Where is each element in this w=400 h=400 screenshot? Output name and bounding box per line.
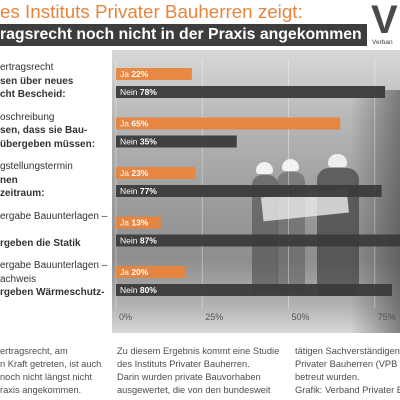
bar-label-series: Nein (120, 285, 140, 295)
question-line: cht Bescheid: (0, 89, 66, 100)
bar-label-value: 23% (131, 168, 148, 178)
bar-label: Ja 22% (120, 69, 149, 79)
bar-ja (116, 216, 161, 229)
x-tick-label: 0% (119, 312, 132, 322)
footer-text-line: des Instituts Privater Bauherren. (117, 359, 250, 369)
photo-helmet (328, 154, 347, 167)
footer-text-line: Privater Bauherren (VPB (295, 359, 398, 369)
footer-text-line: Darin wurden private Bauvorhaben (117, 372, 261, 382)
bar-label: Nein 35% (120, 137, 157, 147)
question-line: gstellungstermin (0, 161, 73, 172)
bar-label-value: 80% (140, 285, 157, 295)
bar-label-series: Ja (120, 218, 131, 228)
bar-label-value: 20% (131, 267, 148, 277)
footer-text-line: tätigen Sachverständigen (295, 346, 400, 356)
footer-text-line: ertragsrecht, am (0, 346, 68, 356)
x-tick-label: 75% (378, 312, 396, 322)
bar-label-value: 77% (140, 186, 157, 196)
question-line: rgeben Wärmeschutz- (0, 287, 105, 298)
bar-label-series: Ja (120, 267, 131, 277)
footer-text-line: noch nicht längst nicht (0, 372, 92, 382)
bar-label-series: Ja (120, 69, 131, 79)
question-label: ergabe Bauunterlagen – rgeben die Statik (0, 210, 110, 251)
bar-label: Nein 80% (120, 285, 157, 295)
question-label: ertragsrecht sen über neues cht Bescheid: (0, 61, 110, 102)
footer-text-line: Zu diesem Ergebnis kommt eine Studie (117, 346, 280, 356)
bar-chart: 0% 25% 50% 75%Ja 22%Ja 65%Ja 23%Ja 13%Ja 20… (115, 60, 400, 322)
bar-label-value: 78% (140, 87, 157, 97)
bar-label: Nein 78% (120, 87, 157, 97)
question-line: ergabe Bauunterlagen – (0, 260, 108, 271)
footer-text-line: n Kraft getreten, ist auch (0, 359, 102, 369)
bar-nein (116, 185, 382, 197)
question-column: ertragsrecht sen über neues cht Bescheid: o… (0, 0, 112, 340)
bar-ja (116, 266, 185, 278)
question-label: gstellungstermin nen zeitraum: (0, 160, 110, 201)
question-line: nen (0, 174, 18, 186)
bar-label-value: 35% (140, 137, 157, 147)
question-line: sen über neues (0, 75, 74, 87)
bar-nein (116, 234, 400, 247)
logo-letter: V (371, 0, 398, 42)
bar-ja (116, 117, 341, 130)
vpb-logo: V Verban (367, 0, 400, 50)
logo-text: Verban (372, 39, 393, 46)
question-line: rgeben die Statik (0, 237, 81, 249)
question-line: zeitraum: (0, 188, 45, 199)
bar-ja (116, 68, 192, 80)
footer-column-2: Zu diesem Ergebnis kommt eine Studie des … (117, 345, 289, 399)
question-line: ergabe Bauunterlagen – (0, 210, 108, 222)
footer-text-line: ausgewertet, die von den bundesweit (117, 385, 271, 395)
bar-label: Nein 77% (120, 186, 157, 196)
x-tick-label: 25% (205, 312, 223, 322)
bar-nein (116, 135, 237, 148)
bar-label-series: Nein (120, 186, 140, 196)
bar-label: Ja 20% (120, 267, 149, 277)
question-line: übergeben müssen: (0, 138, 96, 150)
question-label: ergabe Bauunterlagen – achweis rgeben Wärm… (0, 259, 110, 300)
question-line: sen, dass sie Bau- (0, 125, 88, 136)
x-tick-label: 50% (292, 312, 310, 322)
bar-label: Nein 87% (120, 236, 157, 246)
title-line-2: ragsrecht noch nicht in der Praxis angek… (0, 24, 367, 46)
bar-nein (116, 86, 386, 98)
photo-helmet (282, 159, 299, 171)
footer-column-1: ertragsrecht, am n Kraft getreten, ist au… (0, 345, 110, 399)
footer-text-line: raxis angekommen. (0, 385, 82, 395)
question-label: oschreibung sen, dass sie Bau-übergeben m… (0, 111, 110, 152)
title-line-1: es Instituts Privater Bauherren zeigt: (0, 1, 303, 22)
bar-nein (116, 284, 392, 296)
bar-label: Ja 23% (120, 168, 149, 178)
question-line: ertragsrecht (0, 62, 54, 73)
question-line (0, 223, 110, 237)
footer-column-3: tätigen Sachverständigen Privater Bauherr… (295, 345, 400, 399)
bar-label-series: Nein (120, 87, 140, 97)
bar-ja (116, 167, 196, 179)
question-line: achweis (0, 273, 37, 285)
bar-label-series: Ja (120, 119, 131, 129)
footer-text-line: Grafik: Verband Privater B (295, 385, 400, 395)
question-line: oschreibung (0, 111, 55, 123)
photo-helmet (256, 162, 273, 174)
bar-label-series: Nein (120, 236, 140, 246)
bar-label-value: 13% (131, 218, 148, 228)
footer-text-line: betreut wurden. (295, 372, 360, 382)
bar-label-series: Ja (120, 168, 131, 178)
bar-label-value: 22% (131, 69, 148, 79)
bar-label-value: 87% (140, 236, 157, 246)
bar-label: Ja 13% (120, 218, 149, 228)
bar-label-value: 65% (131, 119, 148, 129)
bar-label: Ja 65% (120, 119, 149, 129)
bar-label-series: Nein (120, 137, 140, 147)
